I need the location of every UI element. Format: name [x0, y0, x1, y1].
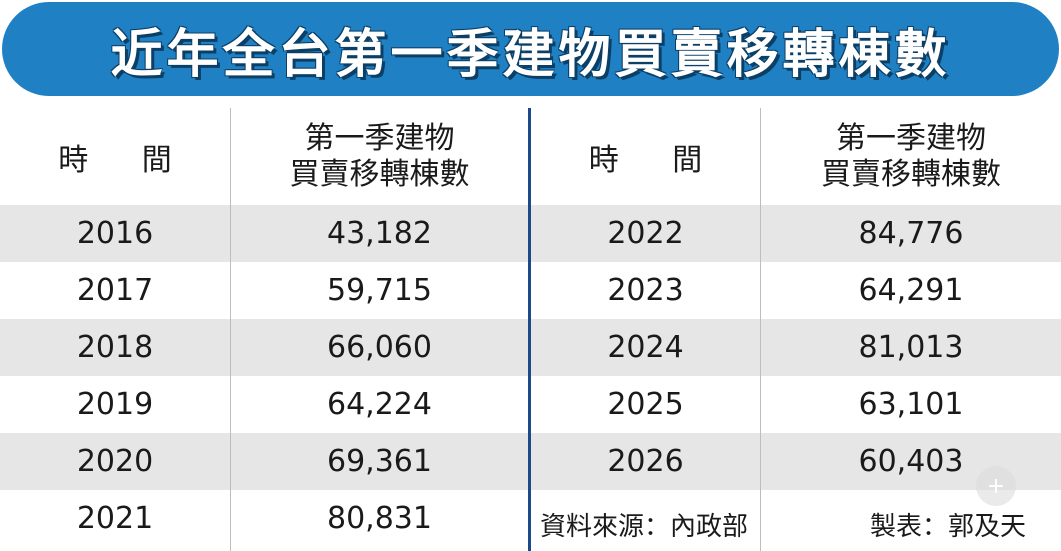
header-count-line1: 第一季建物: [836, 120, 986, 156]
chart-title: 近年全台第一季建物買賣移轉棟數: [110, 24, 951, 85]
year-cell: 2016: [76, 216, 154, 251]
watermark-icon: +: [976, 466, 1016, 506]
year-cell: 2018: [76, 330, 154, 365]
year-cell: 2026: [607, 444, 684, 479]
value-cell: 80,831: [327, 501, 432, 536]
header-count-left: 第一季建物 買賣移轉棟數: [231, 108, 528, 205]
year-cell: 2019: [76, 387, 154, 422]
value-cell: 59,715: [327, 273, 432, 308]
column-line: [760, 108, 761, 551]
data-table: 時 間 第一季建物 買賣移轉棟數 時 間 第一季建物 買賣移轉棟數 資料來源：內…: [0, 108, 1061, 551]
value-cell: 81,013: [858, 330, 964, 365]
year-cell: 2025: [607, 387, 684, 422]
column-divider: [528, 108, 531, 551]
value-cell: 60,403: [858, 444, 964, 479]
year-cell: 2022: [607, 216, 684, 251]
value-cell: 64,291: [858, 273, 964, 308]
year-cell: 2023: [607, 273, 684, 308]
year-cell: 2020: [76, 444, 154, 479]
value-cell: 66,060: [327, 330, 432, 365]
year-cell: 2024: [607, 330, 684, 365]
value-cell: 63,101: [858, 387, 964, 422]
value-cell: 43,182: [327, 216, 432, 251]
year-cell: 2021: [76, 501, 154, 536]
column-line: [230, 108, 231, 551]
header-count-line2: 買賣移轉棟數: [289, 156, 470, 192]
value-cell: 84,776: [858, 216, 964, 251]
header-time-right: 時 間: [588, 142, 725, 178]
year-cell: 2017: [76, 273, 154, 308]
source-note: 資料來源：內政部: [540, 512, 749, 542]
title-banner: 近年全台第一季建物買賣移轉棟數: [2, 2, 1059, 96]
maker-note: 製表：郭及天: [870, 512, 1027, 542]
value-cell: 69,361: [327, 444, 432, 479]
header-count-line1: 第一季建物: [304, 120, 455, 156]
header-time-left: 時 間: [58, 142, 194, 178]
header-count-right: 第一季建物 買賣移轉棟數: [761, 108, 1061, 205]
value-cell: 64,224: [327, 387, 432, 422]
header-count-line2: 買賣移轉棟數: [821, 156, 1001, 192]
